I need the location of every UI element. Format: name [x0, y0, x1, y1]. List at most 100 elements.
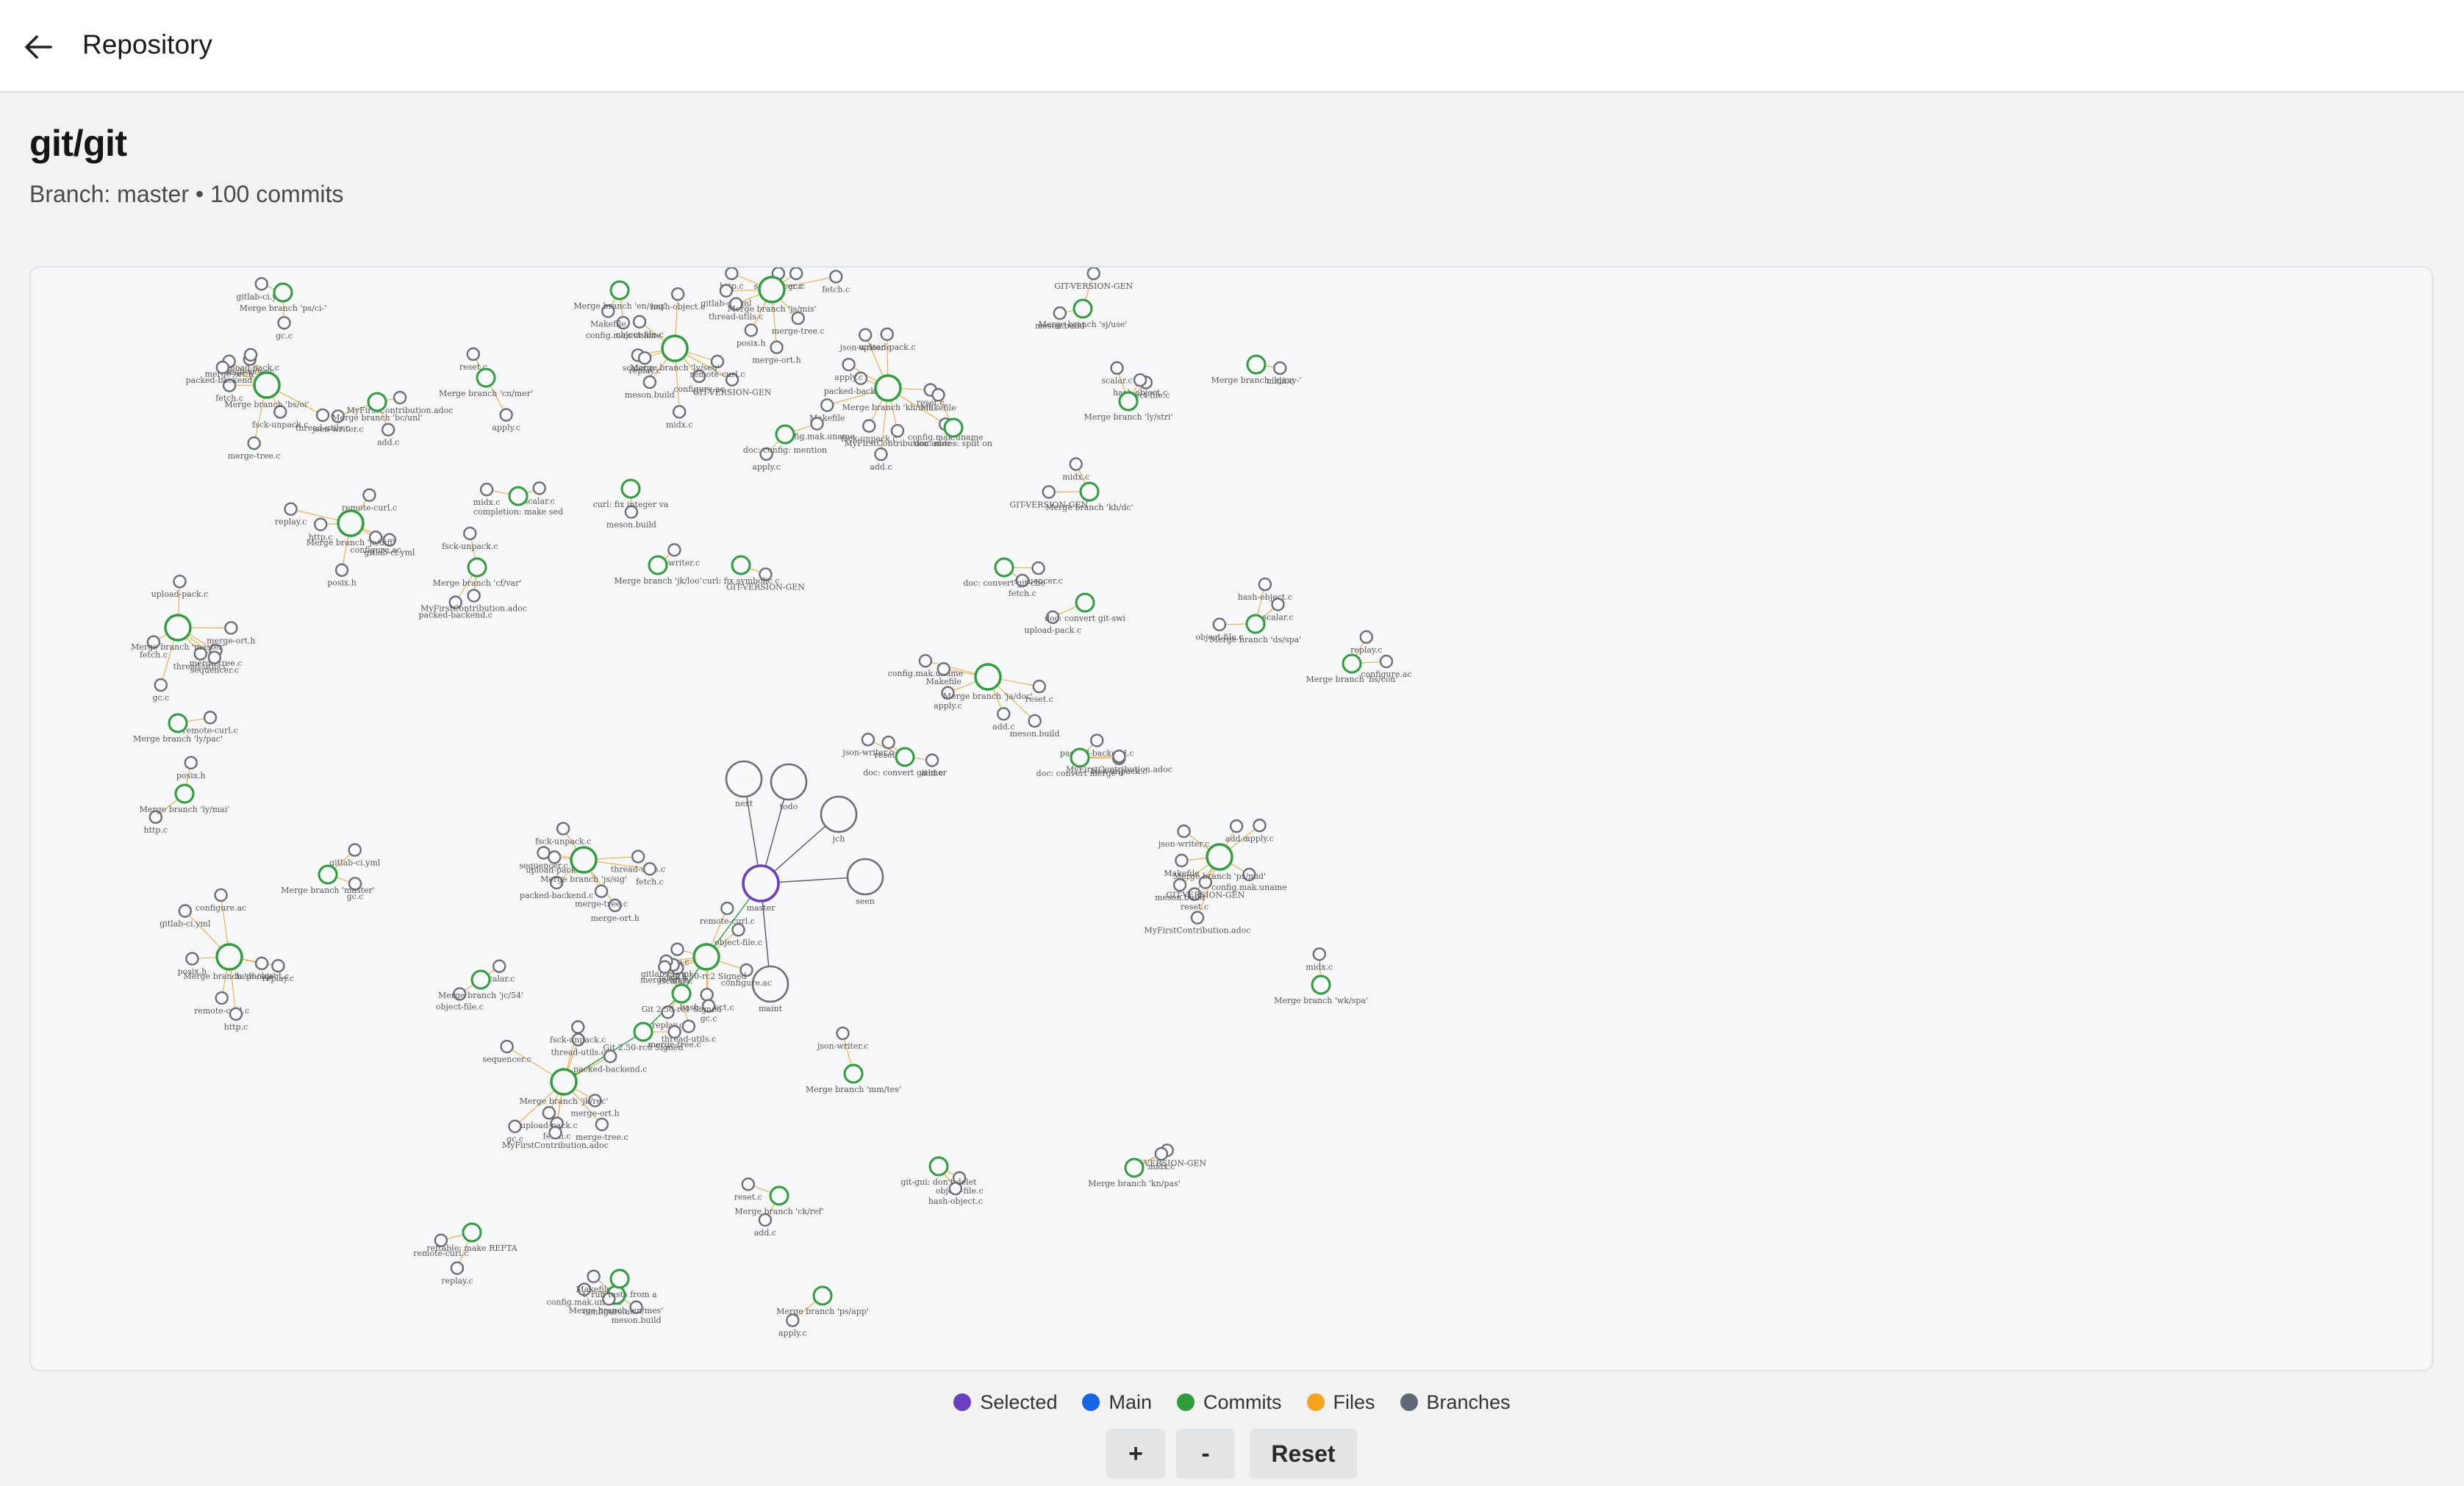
commit-node[interactable]: doc: config: mention: [743, 424, 827, 455]
file-node-circle[interactable]: [1190, 911, 1205, 925]
file-node[interactable]: configure.ac: [584, 1292, 634, 1316]
commit-node-circle[interactable]: [174, 783, 195, 804]
commit-node[interactable]: Merge branch 'ly/seq': [630, 334, 720, 373]
file-node-circle[interactable]: [284, 502, 298, 516]
file-node-circle[interactable]: [667, 543, 681, 557]
commit-node-circle[interactable]: [1124, 1157, 1145, 1178]
file-node-circle[interactable]: [925, 753, 939, 767]
file-node[interactable]: meson.build: [606, 505, 656, 530]
commit-node[interactable]: Merge branch 'kn/pas': [1088, 1157, 1181, 1188]
file-node-circle[interactable]: [577, 1282, 592, 1296]
file-node-circle[interactable]: [1198, 875, 1213, 889]
file-node-circle[interactable]: [862, 419, 876, 433]
file-node[interactable]: scalar.c: [1262, 597, 1294, 622]
file-node[interactable]: upload-pack.c: [520, 1105, 578, 1130]
commit-node[interactable]: Merge branch 'bc/unl': [332, 392, 423, 423]
file-node-circle[interactable]: [463, 526, 477, 541]
commit-node[interactable]: Merge branch 'ps/ci-': [240, 282, 327, 313]
commit-node[interactable]: Merge branch 'ja/doc': [943, 663, 1033, 701]
commit-node-circle[interactable]: [633, 1022, 653, 1042]
file-node[interactable]: GIT-VERSION-GEN: [1009, 485, 1089, 509]
branch-node-next[interactable]: next: [725, 760, 763, 808]
file-node[interactable]: apply.c: [934, 686, 962, 711]
file-node[interactable]: hash-object.c: [928, 1182, 983, 1206]
file-node-circle[interactable]: [890, 424, 905, 438]
file-node[interactable]: midx.c: [473, 482, 501, 507]
file-node-circle[interactable]: [601, 304, 615, 318]
file-node-circle[interactable]: [587, 1269, 601, 1283]
file-node[interactable]: merge-ort.h: [752, 340, 801, 365]
file-node-circle[interactable]: [173, 575, 187, 589]
file-node[interactable]: gitlab-ci.yml: [329, 843, 381, 868]
file-node-circle[interactable]: [1053, 306, 1067, 320]
file-node[interactable]: upload-pack.c: [526, 850, 583, 875]
file-node-circle[interactable]: [632, 315, 647, 329]
commit-node-circle[interactable]: [1118, 391, 1139, 412]
file-node[interactable]: remote-curl.c: [413, 1233, 468, 1258]
file-node[interactable]: posix.h: [737, 323, 766, 348]
file-node-circle[interactable]: [710, 354, 725, 369]
branch-node-maint[interactable]: maint: [751, 965, 789, 1013]
commit-node-circle[interactable]: [570, 846, 598, 874]
file-node[interactable]: replay.c: [262, 959, 294, 983]
file-node-circle[interactable]: [434, 1233, 448, 1247]
file-node[interactable]: midx.c: [1267, 361, 1294, 386]
file-node-circle[interactable]: [1258, 577, 1272, 592]
commit-node[interactable]: Merge branch 'ps/mid': [1173, 843, 1266, 881]
file-node[interactable]: packed-backend.c: [573, 1049, 647, 1074]
file-node-circle[interactable]: [1154, 1146, 1169, 1161]
file-node[interactable]: meson.build: [625, 375, 675, 400]
file-node[interactable]: config.mak.uname: [586, 315, 662, 340]
file-node-circle[interactable]: [1112, 750, 1126, 764]
file-node[interactable]: add.c: [1225, 819, 1247, 844]
commit-node-circle[interactable]: [843, 1063, 864, 1084]
commit-node-circle[interactable]: [974, 663, 1002, 691]
commit-node-circle[interactable]: [895, 747, 915, 767]
file-node-circle[interactable]: [810, 417, 824, 431]
file-node[interactable]: meson.build: [1010, 714, 1060, 739]
file-node-circle[interactable]: [1133, 373, 1147, 387]
file-node-circle[interactable]: [602, 1292, 616, 1306]
commit-node[interactable]: Merge branch 'jk/loo': [614, 555, 702, 586]
file-node-circle[interactable]: [637, 351, 652, 365]
file-node-circle[interactable]: [215, 991, 229, 1005]
file-node[interactable]: merge-tree.c: [648, 1024, 701, 1049]
file-node[interactable]: fsck-unpack.c: [841, 419, 897, 444]
file-node-circle[interactable]: [348, 843, 362, 857]
file-node[interactable]: config.mak.uname: [888, 654, 964, 678]
branch-node-seen[interactable]: seen: [846, 858, 884, 906]
file-node-circle[interactable]: [215, 360, 230, 375]
file-node-circle[interactable]: [466, 347, 481, 362]
file-node[interactable]: scalar.c: [484, 959, 515, 984]
file-node-circle[interactable]: [185, 952, 199, 966]
file-node[interactable]: MyFirstContribution.adoc: [347, 390, 454, 415]
commit-node-circle[interactable]: [609, 280, 630, 301]
file-node-circle[interactable]: [692, 369, 706, 384]
commit-node-circle[interactable]: [620, 478, 641, 499]
commit-node[interactable]: reftable: make REFTA: [426, 1222, 518, 1253]
file-node-circle[interactable]: [1229, 819, 1244, 833]
file-node[interactable]: thread-utils.c: [611, 850, 665, 875]
commit-node[interactable]: Git 2.50-rc2 Signed: [666, 943, 747, 981]
branch-node-todo-circle[interactable]: [770, 763, 808, 801]
file-node-circle[interactable]: [1172, 877, 1187, 892]
file-node-circle[interactable]: [758, 1213, 773, 1227]
file-node[interactable]: Makefile: [576, 1269, 612, 1294]
file-node[interactable]: apply.c: [778, 1313, 807, 1338]
file-node-circle[interactable]: [1312, 947, 1326, 961]
file-node-circle[interactable]: [1110, 361, 1124, 375]
file-node-circle[interactable]: [184, 755, 198, 770]
commit-node[interactable]: doc: convert git-cho: [963, 557, 1045, 588]
selected-node-master[interactable]: master: [742, 864, 780, 913]
file-node[interactable]: MyFirstContribution.adoc: [502, 1126, 609, 1150]
file-node[interactable]: GIT-VERSION-GEN: [1166, 875, 1245, 900]
file-node-circle[interactable]: [362, 488, 376, 502]
file-node[interactable]: upload-pack.c: [151, 575, 209, 599]
file-node-circle[interactable]: [616, 315, 631, 330]
file-node-circle[interactable]: [624, 505, 639, 519]
file-node[interactable]: config.mak.uname: [779, 417, 855, 442]
file-node-circle[interactable]: [146, 635, 161, 649]
zoom-in-button[interactable]: +: [1106, 1429, 1165, 1479]
file-node-circle[interactable]: [853, 371, 868, 385]
file-node[interactable]: midx.c: [1147, 1146, 1175, 1171]
